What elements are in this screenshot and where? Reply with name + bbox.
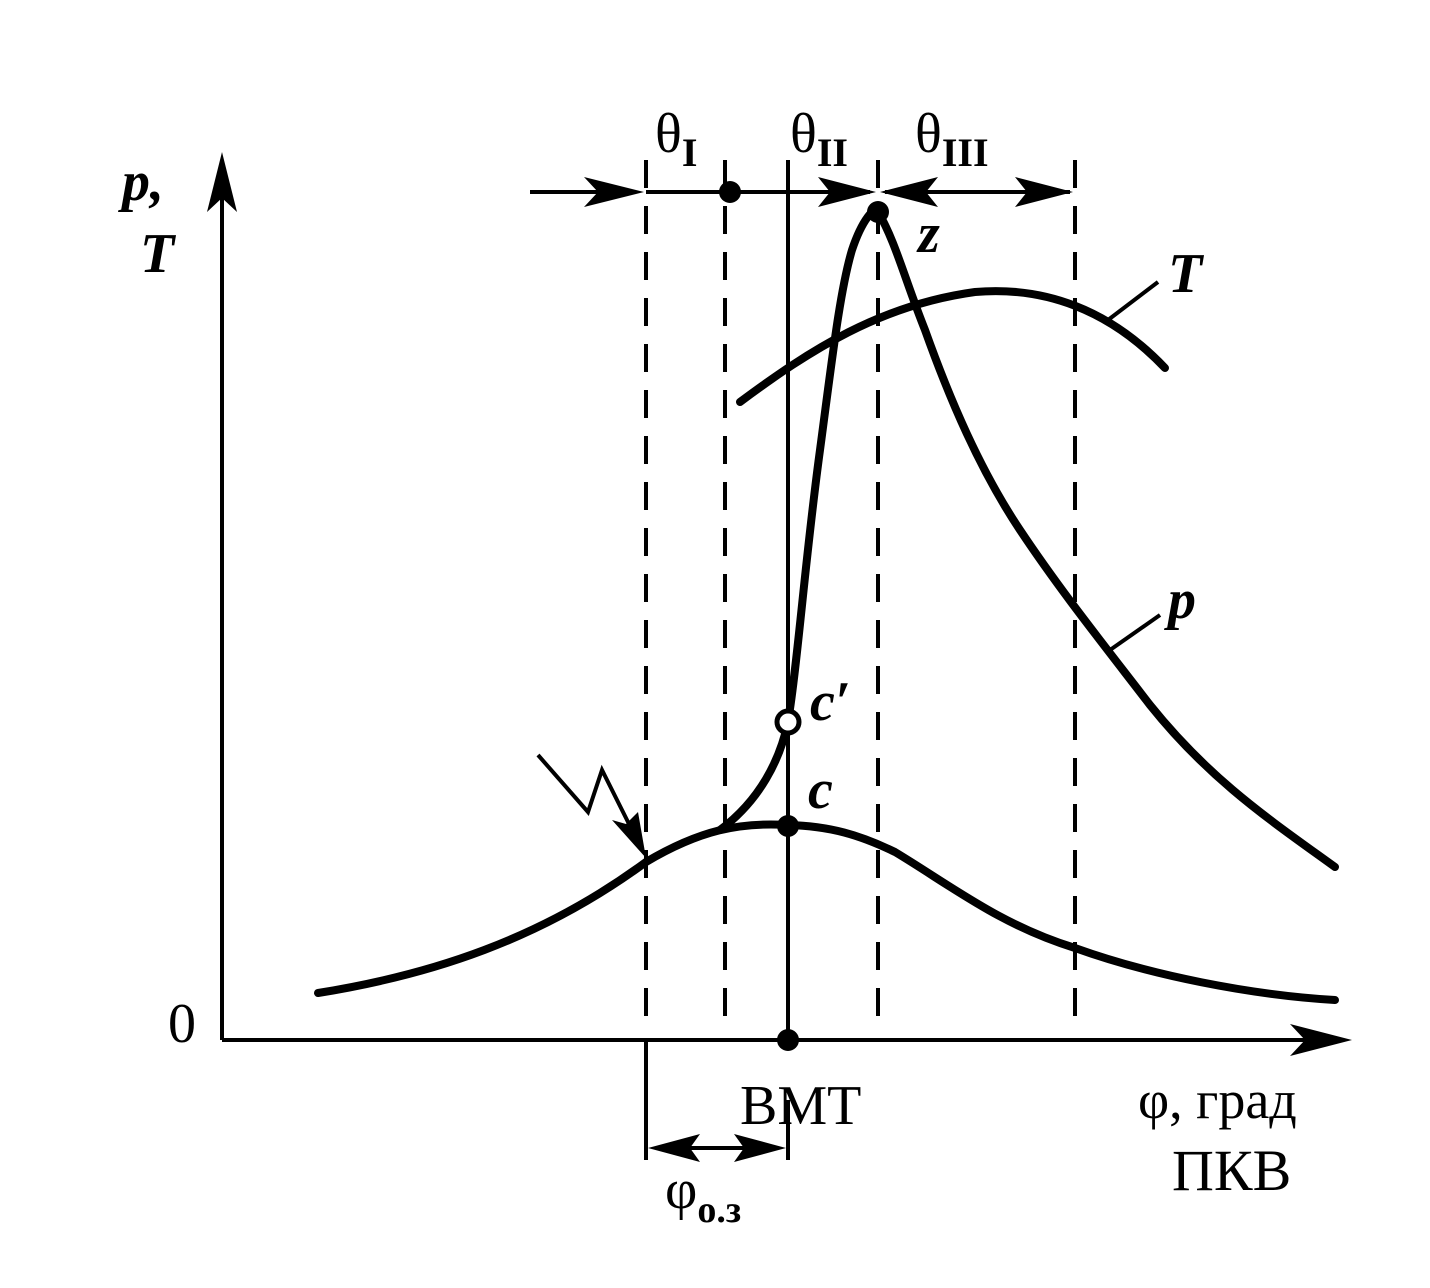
x-axis-arrowhead [1290, 1024, 1352, 1056]
timeline-arrow-lead-in [584, 177, 644, 207]
temperature-curve-label: T [1168, 243, 1205, 305]
point-z [867, 201, 889, 223]
tdc-label: ВМТ [740, 1075, 861, 1137]
phase-label-theta1: θI [655, 103, 697, 175]
bracket-arrow-left [648, 1134, 700, 1162]
timeline-arrow-theta3-right [1015, 177, 1073, 207]
phase-label-theta3: θIII [915, 103, 989, 175]
point-z-label: z [916, 203, 940, 265]
y-axis-label-t: T [140, 223, 177, 285]
x-axis-label-line2: ПКВ [1172, 1138, 1291, 1203]
phase-theta1-sub: I [682, 130, 698, 175]
pressure-curve-leader [1108, 613, 1162, 652]
phase-theta2-base: θ [790, 103, 817, 165]
phase-label-theta2: θII [790, 103, 848, 175]
phase-timeline [530, 177, 1073, 207]
x-axis-label-line1: φ, град [1138, 1070, 1297, 1130]
point-c-prime-label: c′ [810, 671, 851, 733]
pressure-curve [716, 206, 1339, 871]
timeline-arrow-theta2 [818, 177, 876, 207]
axes [207, 152, 1352, 1056]
ignition-advance-bracket [644, 1040, 790, 1162]
ignition-advance-sub: о.з [697, 1189, 741, 1231]
point-c-label: c [808, 759, 833, 821]
timeline-arrow-theta3-left [880, 177, 938, 207]
bracket-arrow-right [734, 1134, 786, 1162]
point-c-prime [774, 708, 802, 736]
timeline-point-theta1 [719, 181, 741, 203]
spark-zigzag [536, 753, 634, 831]
origin-label: 0 [168, 993, 196, 1055]
point-c [777, 815, 799, 837]
spark-ignition-icon [536, 753, 646, 858]
ignition-advance-label: φо.з [665, 1159, 741, 1231]
compression-curve [314, 820, 1339, 1004]
y-axis-label-p: p, [118, 151, 164, 213]
phase-theta1-base: θ [655, 103, 682, 165]
y-axis-arrowhead [207, 152, 237, 212]
tdc-point [777, 1029, 799, 1051]
spark-arrowhead [612, 812, 646, 858]
phase-theta3-sub: III [942, 130, 989, 175]
ignition-advance-base: φ [665, 1159, 697, 1221]
temperature-curve [736, 287, 1169, 406]
pressure-curve-label: p [1164, 569, 1196, 631]
temperature-curve-leader [1106, 280, 1160, 322]
phase-theta3-base: θ [915, 103, 942, 165]
phase-theta2-sub: II [817, 130, 848, 175]
